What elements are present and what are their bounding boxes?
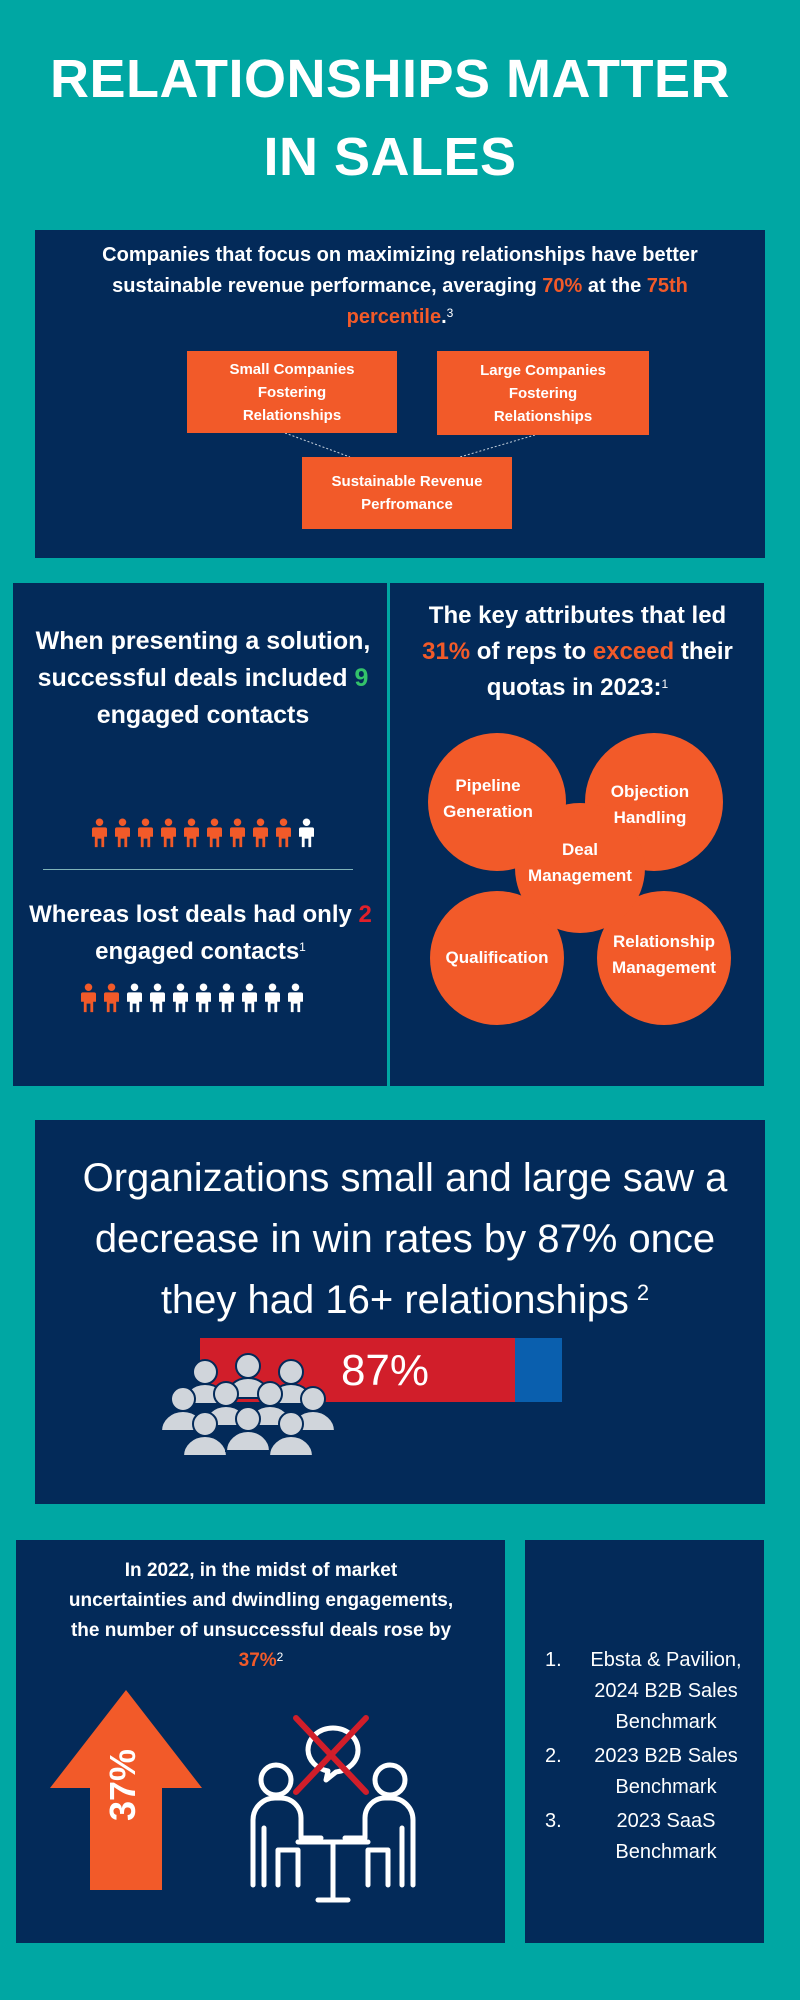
lost-number: 2: [358, 901, 372, 928]
revenue-highlight-percentile: 75th percentile: [346, 275, 688, 328]
won-text: When presenting a solution, successful d…: [35, 627, 371, 692]
engaged-person-icon: [138, 818, 153, 848]
lost-text-end: engaged contacts: [95, 938, 300, 965]
reference-item: 2. 2023 B2B Sales Benchmark: [545, 1741, 755, 1803]
won-text-end: engaged contacts: [96, 701, 310, 729]
lost-text: Whereas lost deals had only: [29, 901, 359, 928]
footnote-marker: 3: [446, 306, 454, 320]
person-icon: [219, 983, 234, 1013]
title-text-b: of reps to: [470, 638, 593, 665]
unsuccessful-deals-statement: In 2022, in the midst of market uncertai…: [66, 1556, 456, 1676]
footnote-marker: 2: [636, 1280, 650, 1305]
win-rate-panel: Organizations small and large saw a decr…: [35, 1120, 765, 1504]
deal-circle: [515, 803, 645, 933]
reference-item: 1. Ebsta & Pavilion, 2024 B2B Sales Bench…: [545, 1645, 755, 1738]
sustainable-revenue-label: Sustainable Revenue Perfromance: [331, 473, 483, 513]
up-arrow-icon: [50, 1690, 202, 1890]
title-line-1: RELATIONSHIPS MATTER: [50, 49, 730, 109]
person-icon: [196, 983, 211, 1013]
lost-people-row: [79, 983, 305, 1013]
divider: [43, 869, 353, 870]
engaged-person-icon: [230, 818, 245, 848]
crowd-icon: [159, 1353, 337, 1457]
objection-label: Objection Handling: [610, 782, 690, 827]
win-rate-text: Organizations small and large saw a decr…: [82, 1156, 728, 1322]
unsuccessful-text: In 2022, in the midst of market uncertai…: [68, 1560, 454, 1641]
win-rate-bar-label: 87%: [340, 1346, 430, 1395]
failed-meeting-icon: [250, 1715, 416, 1903]
relationship-label: Relationship Management: [612, 932, 716, 977]
engaged-person-icon: [92, 818, 107, 848]
engaged-person-icon: [253, 818, 268, 848]
small-companies-box: Small Companies Fostering Relationships: [187, 351, 397, 433]
revenue-text-a: Companies that focus on maximizing relat…: [102, 244, 698, 297]
person-icon: [150, 983, 165, 1013]
key-attributes-panel: The key attributes that led 31% of reps …: [390, 583, 764, 1086]
title-text-c: their quotas in 2023:: [486, 638, 733, 701]
engaged-person-icon: [184, 818, 199, 848]
person-icon: [242, 983, 257, 1013]
reference-item: 3. 2023 SaaS Benchmark: [545, 1806, 755, 1868]
reference-text: 2023 B2B Sales Benchmark: [594, 1745, 738, 1798]
key-attributes-title: The key attributes that led 31% of reps …: [410, 598, 745, 706]
unsuccessful-highlight: 37%: [238, 1650, 277, 1671]
large-companies-box: Large Companies Fostering Relationships: [437, 351, 649, 435]
revenue-statement: Companies that focus on maximizing relat…: [75, 240, 725, 333]
small-companies-label: Small Companies Fostering Relationships: [229, 360, 355, 424]
references-list: 1. Ebsta & Pavilion, 2024 B2B Sales Bench…: [545, 1645, 755, 1871]
connector-lines: [284, 432, 536, 458]
qualification-label: Qualification: [445, 948, 549, 967]
revenue-text-b: at the: [582, 275, 647, 297]
footnote-marker: 1: [661, 677, 669, 691]
relationships-revenue-panel: Companies that focus on maximizing relat…: [35, 230, 765, 558]
sustainable-revenue-box: Sustainable Revenue Perfromance: [302, 457, 512, 529]
win-rate-statement: Organizations small and large saw a decr…: [65, 1148, 745, 1331]
reference-number: 2.: [545, 1745, 562, 1767]
person-icon: [265, 983, 280, 1013]
reference-number: 3.: [545, 1810, 562, 1832]
revenue-highlight-pct: 70%: [542, 275, 583, 297]
arrow-label: 37%: [102, 1748, 143, 1822]
revenue-text-c: .: [441, 306, 447, 328]
page-title: RELATIONSHIPS MATTER IN SALES: [0, 40, 780, 196]
title-line-2: IN SALES: [263, 127, 517, 187]
engaged-person-icon: [104, 983, 119, 1013]
person-icon: [127, 983, 142, 1013]
won-number: 9: [354, 664, 369, 692]
deal-label: Deal Management: [528, 840, 632, 885]
person-icon: [299, 818, 314, 848]
reference-text: 2023 SaaS Benchmark: [615, 1810, 717, 1863]
unsuccessful-deals-panel: In 2022, in the midst of market uncertai…: [16, 1540, 505, 1943]
large-companies-label: Large Companies Fostering Relationships: [480, 361, 606, 425]
won-deals-statement: When presenting a solution, successful d…: [33, 623, 373, 734]
won-people-row: [90, 818, 316, 848]
title-exceed: exceed: [592, 638, 675, 665]
person-icon: [288, 983, 303, 1013]
title-text-a: The key attributes that led: [428, 602, 727, 629]
engaged-person-icon: [161, 818, 176, 848]
person-icon: [173, 983, 188, 1013]
engaged-person-icon: [276, 818, 291, 848]
title-pct: 31%: [422, 638, 471, 665]
engaged-person-icon: [81, 983, 96, 1013]
references-panel: 1. Ebsta & Pavilion, 2024 B2B Sales Bench…: [525, 1540, 764, 1943]
lost-deals-statement: Whereas lost deals had only 2 engaged co…: [23, 896, 378, 970]
engaged-contacts-panel: When presenting a solution, successful d…: [13, 583, 387, 1086]
pipeline-label: Pipeline Generation: [443, 776, 533, 821]
engaged-person-icon: [115, 818, 130, 848]
reference-text: Ebsta & Pavilion, 2024 B2B Sales Benchma…: [590, 1649, 742, 1733]
footnote-marker: 2: [276, 1650, 284, 1664]
footnote-marker: 1: [299, 940, 306, 954]
engaged-person-icon: [207, 818, 222, 848]
reference-number: 1.: [545, 1649, 562, 1671]
